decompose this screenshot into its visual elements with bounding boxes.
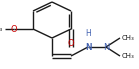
Text: H: H <box>85 29 91 38</box>
Text: CH₃: CH₃ <box>122 35 135 41</box>
Text: O: O <box>68 39 74 48</box>
Text: OCH₃: OCH₃ <box>0 26 3 32</box>
Text: N: N <box>85 43 91 51</box>
Text: N: N <box>85 43 91 51</box>
Text: N: N <box>103 43 109 51</box>
Text: CH₃: CH₃ <box>122 53 135 59</box>
Text: O: O <box>11 24 17 34</box>
